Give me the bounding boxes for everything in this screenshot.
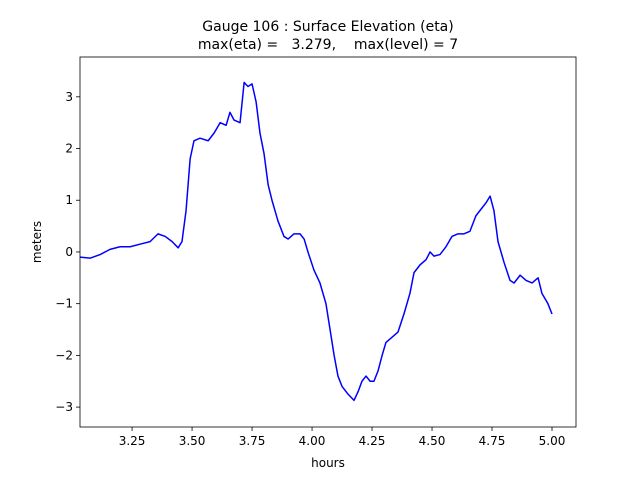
x-tick-label: 4.75	[479, 434, 506, 448]
y-axis-label: meters	[30, 221, 44, 263]
x-tick-label: 4.50	[419, 434, 446, 448]
chart-subtitle: max(eta) = 3.279, max(level) = 7	[198, 37, 458, 53]
y-tick-label: −3	[55, 400, 73, 414]
y-tick-label: −2	[55, 348, 73, 362]
data-line	[79, 81, 553, 402]
y-tick-label: −1	[55, 297, 73, 311]
x-tick-label: 5.00	[539, 434, 566, 448]
x-tick-label: 4.25	[359, 434, 386, 448]
y-tick-label: 1	[65, 193, 73, 207]
plot-frame	[79, 56, 577, 428]
y-tick-label: 2	[65, 142, 73, 156]
chart-title: Gauge 106 : Surface Elevation (eta)	[202, 19, 453, 35]
y-tick-label: 3	[65, 90, 73, 104]
x-tick-label: 3.25	[119, 434, 146, 448]
y-tick-label: 0	[65, 245, 73, 259]
x-tick-label: 3.75	[239, 434, 266, 448]
x-tick-label: 3.50	[179, 434, 206, 448]
x-axis-label: hours	[311, 456, 345, 470]
x-tick-label: 4.00	[299, 434, 326, 448]
